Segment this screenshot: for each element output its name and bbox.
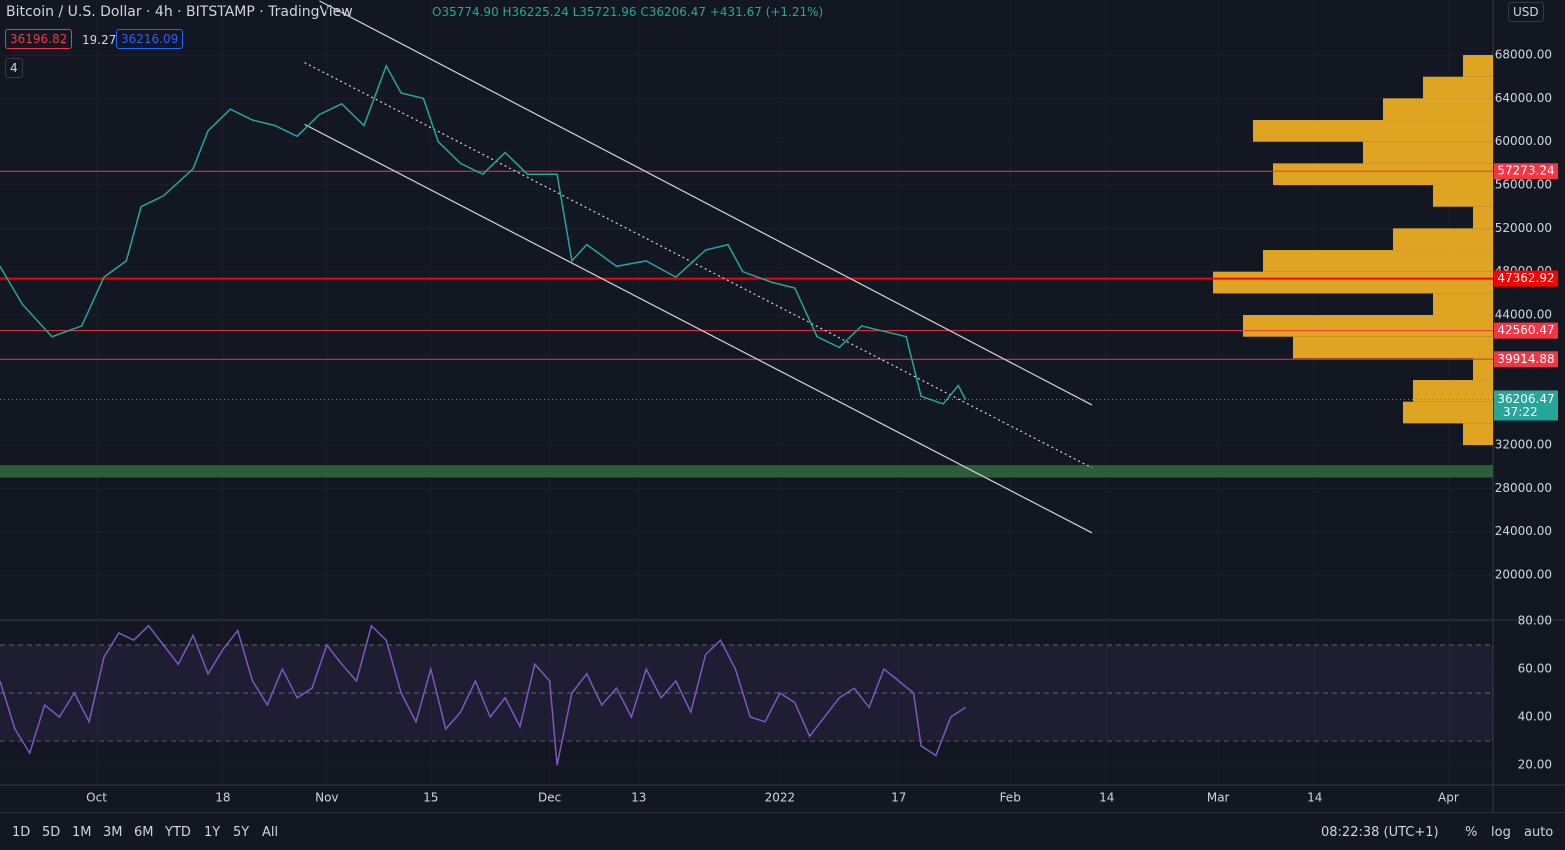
range-button[interactable]: 5Y (233, 825, 250, 840)
volume-profile-bar (1423, 76, 1493, 99)
x-tick-label: 2022 (765, 791, 796, 805)
bottom-toolbar: 1D 5D 1M 3M 6M YTD 1Y 5Y All 08:22:38 (UTC+1) % … (0, 812, 1565, 850)
level-label-bg (1494, 163, 1558, 180)
volume-profile-bar (1273, 163, 1493, 186)
series-line (0, 624, 967, 766)
chart: 20000.00 24000.00 28000.00 32000.00 44000.00… (0, 0, 1565, 812)
volume-profile-bar (1473, 358, 1493, 381)
volume-profile-bar (1253, 120, 1493, 142)
volume-profile-bar (1463, 55, 1493, 77)
range-button[interactable]: 3M (103, 825, 123, 840)
level-label: 39914.88 (1497, 352, 1554, 366)
x-tick-label: Dec (538, 791, 561, 805)
channel-line (319, 0, 1093, 406)
x-tick-label: 17 (891, 791, 906, 805)
series-line (0, 64, 967, 405)
level-label-bg (1494, 270, 1558, 287)
currency-select[interactable]: USD (1508, 2, 1544, 22)
y-tick-label: 32000.00 (1495, 438, 1552, 452)
y-tick-label: 68000.00 (1495, 48, 1552, 62)
current-price-label: 36206.47 (1497, 392, 1554, 406)
level-label-bg (1494, 351, 1558, 368)
range-button[interactable]: YTD (165, 825, 191, 840)
y-tick-label: 52000.00 (1495, 221, 1552, 235)
y-tick-label: 56000.00 (1495, 178, 1552, 192)
volume-profile-bar (1243, 315, 1493, 337)
countdown: 37:22 (1503, 405, 1538, 419)
y-tick-label: 64000.00 (1495, 91, 1552, 105)
range-button[interactable]: 5D (42, 825, 61, 840)
support-zone (0, 465, 1493, 478)
volume-profile-bar (1433, 185, 1493, 207)
volume-profile-bar (1363, 141, 1493, 164)
level-label: 47362.92 (1497, 271, 1554, 285)
x-tick-label: 13 (631, 791, 646, 805)
y-tick-label: 20.00 (1518, 758, 1552, 772)
x-tick-label: Feb (1000, 791, 1021, 805)
level-label: 42560.47 (1497, 323, 1554, 337)
spread: 19.27 (82, 33, 117, 47)
x-tick-label: 18 (215, 791, 230, 805)
volume-profile-bar (1263, 250, 1493, 272)
channel-line (304, 123, 1093, 534)
ohlc-readout: O35774.90 H36225.24 L35721.96 C36206.47 … (432, 5, 824, 19)
y-tick-label: 44000.00 (1495, 308, 1552, 322)
x-tick-label: 14 (1099, 791, 1114, 805)
volume-profile-bar (1403, 401, 1493, 424)
clock: 08:22:38 (UTC+1) (1321, 825, 1439, 840)
volume-profile-bar (1293, 336, 1493, 359)
x-tick-label: Apr (1438, 791, 1459, 805)
current-price-bg (1494, 390, 1558, 421)
percent-toggle[interactable]: % (1465, 825, 1478, 840)
volume-profile-bar (1213, 271, 1493, 294)
indicator-toggle[interactable]: 4 (5, 58, 23, 78)
volume-profile-bar (1433, 293, 1493, 316)
auto-toggle[interactable]: auto (1524, 825, 1554, 840)
x-tick-label: Mar (1207, 791, 1230, 805)
y-tick-label: 28000.00 (1495, 481, 1552, 495)
x-tick-label: Oct (86, 791, 107, 805)
volume-profile-bar (1413, 380, 1493, 402)
range-button[interactable]: 1Y (204, 825, 221, 840)
y-tick-label: 80.00 (1518, 613, 1552, 627)
x-tick-label: 15 (423, 791, 438, 805)
volume-profile-bar (1393, 228, 1493, 251)
range-button[interactable]: 1D (12, 825, 31, 840)
y-tick-label: 60.00 (1518, 661, 1552, 675)
volume-profile-bar (1473, 206, 1493, 229)
channel-line (304, 62, 1093, 469)
y-tick-label: 24000.00 (1495, 524, 1552, 538)
range-button[interactable]: 1M (72, 825, 92, 840)
bid-box[interactable]: 36196.82 (5, 29, 73, 49)
range-button[interactable]: All (262, 825, 279, 840)
symbol-title[interactable]: Bitcoin / U.S. Dollar · 4h · BITSTAMP · … (6, 4, 353, 20)
ask-box[interactable]: 36216.09 (116, 29, 184, 49)
y-tick-label: 60000.00 (1495, 134, 1552, 148)
volume-profile-bar (1463, 423, 1493, 446)
log-toggle[interactable]: log (1491, 825, 1511, 840)
volume-profile-bar (1383, 98, 1493, 121)
level-label: 57273.24 (1497, 164, 1554, 178)
y-tick-label: 20000.00 (1495, 568, 1552, 582)
x-tick-label: Nov (315, 791, 338, 805)
x-tick-label: 14 (1307, 791, 1322, 805)
level-label-bg (1494, 322, 1558, 339)
y-tick-label: 40.00 (1518, 710, 1552, 724)
range-button[interactable]: 6M (134, 825, 154, 840)
